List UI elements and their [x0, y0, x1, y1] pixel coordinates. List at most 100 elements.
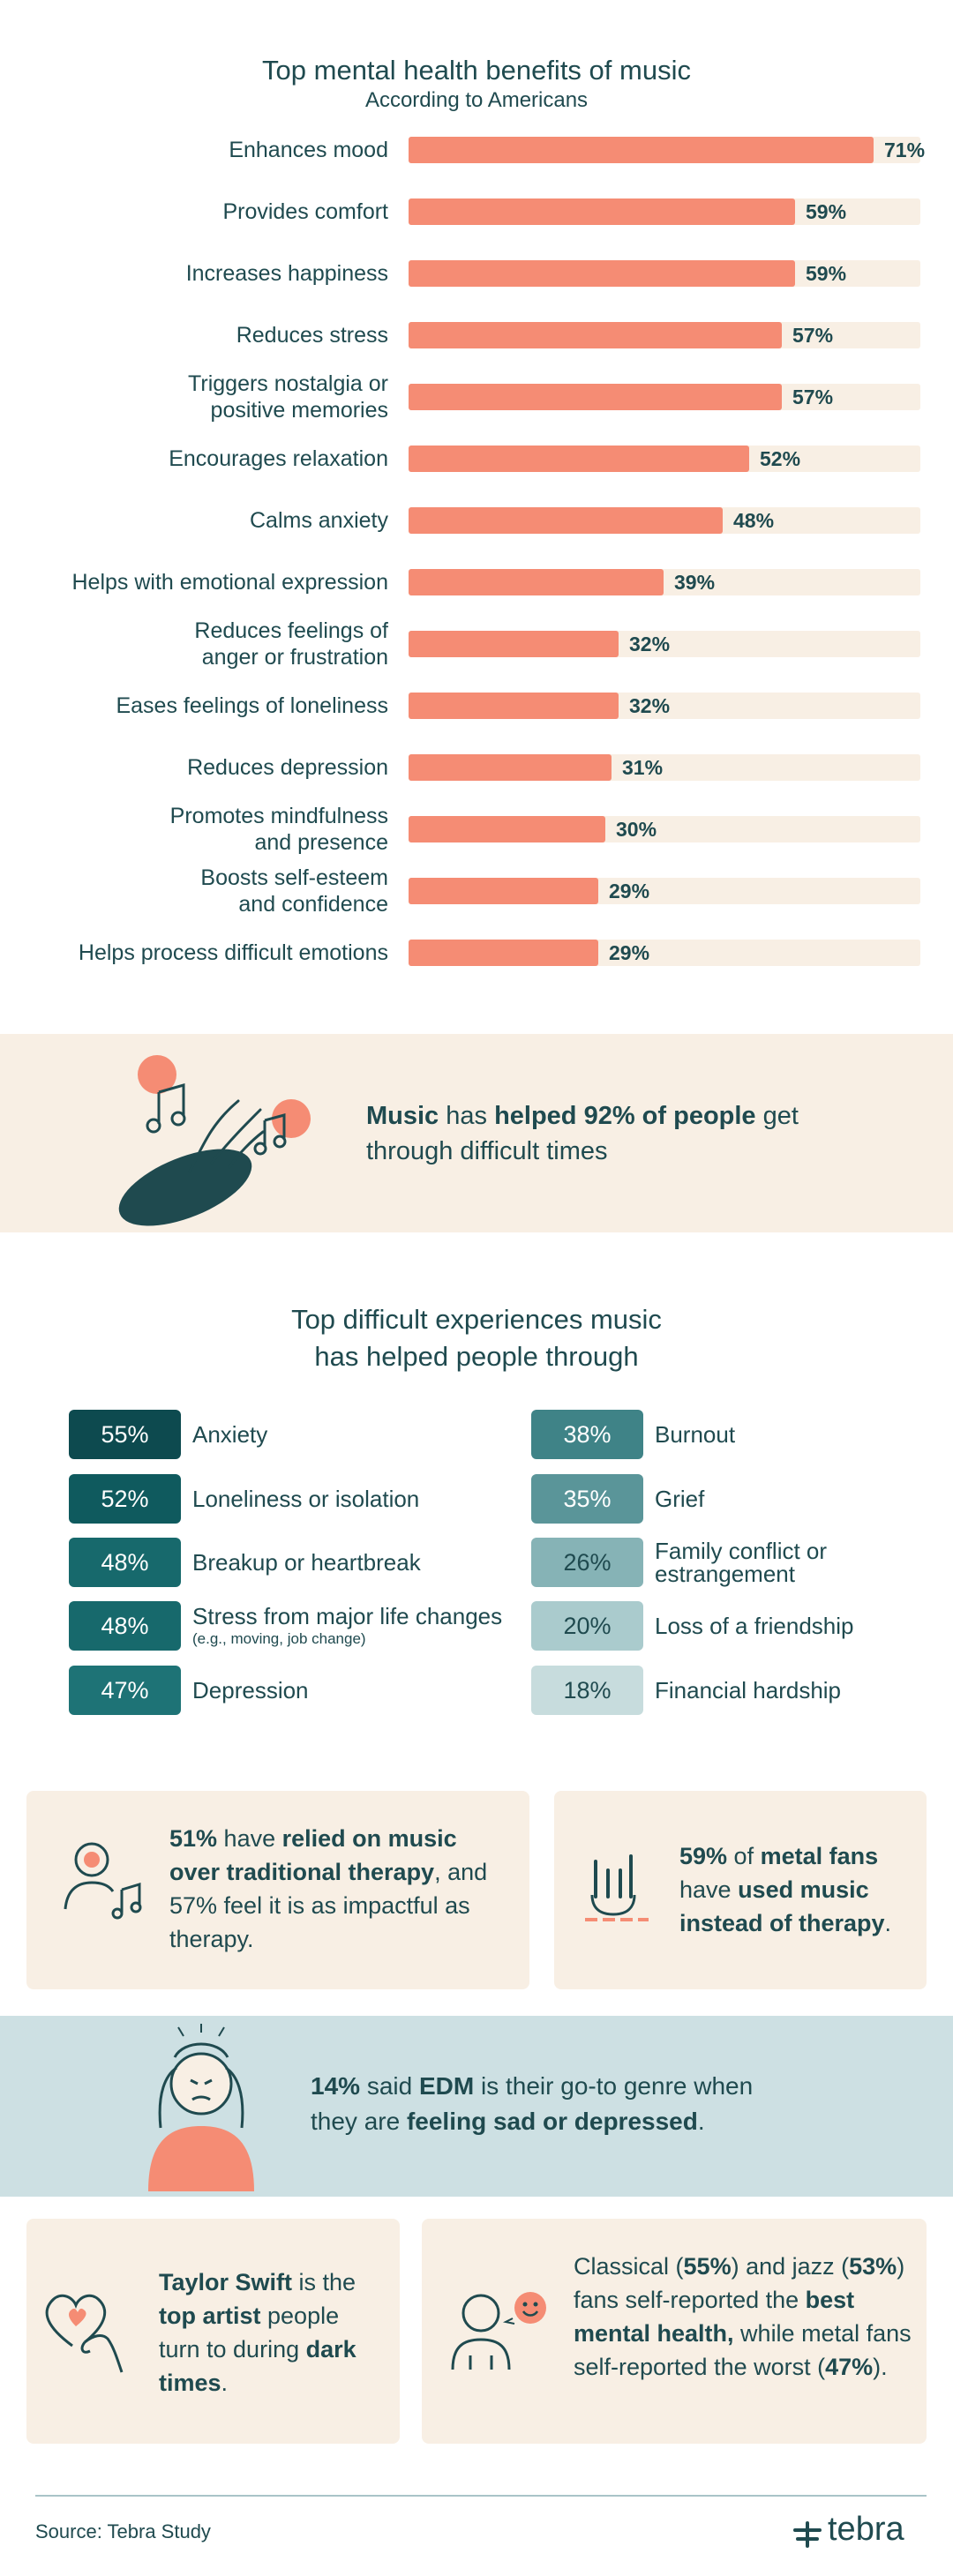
bar-category-label: Reduces depression — [18, 754, 388, 781]
banner-text-4: get through difficult times — [366, 1102, 799, 1165]
card-taylor-part: is the — [292, 2269, 356, 2295]
experience-badge: 20% — [531, 1601, 643, 1651]
bar-value-label: 30% — [616, 818, 657, 841]
bar-category-label: Reduces stress — [18, 322, 388, 348]
bar — [409, 816, 605, 842]
bar-category-label: Helps process difficult emotions — [18, 940, 388, 966]
bar-category-label-line: Triggers nostalgia or — [188, 371, 388, 396]
tebra-logo-icon — [793, 2521, 822, 2548]
bar-category-label: Encourages relaxation — [18, 446, 388, 472]
card-metal-text: 59% of metal fans have used music instea… — [679, 1839, 909, 1940]
bar-value-label: 71% — [884, 139, 926, 161]
bar — [409, 940, 598, 966]
card-classical-part: ). — [873, 2354, 888, 2380]
footer-divider — [35, 2495, 927, 2497]
bar — [409, 446, 749, 472]
card-therapy-part: 51% — [169, 1825, 218, 1852]
bar-value-label: 29% — [609, 880, 650, 902]
edm-part: feeling sad or depressed — [406, 2108, 698, 2135]
person-music-icon — [64, 1842, 142, 1920]
rock-hand-icon — [585, 1854, 649, 1921]
bar-value-label: 32% — [629, 633, 671, 655]
banner-text: Music has helped 92% of people get throu… — [366, 1098, 860, 1169]
experience-badge: 26% — [531, 1538, 643, 1587]
experience-label: Stress from major life changes (e.g., mo… — [192, 1603, 528, 1652]
bar-category-label-line: Reduces feelings of — [194, 618, 388, 643]
bar-category-label: Increases happiness — [18, 260, 388, 287]
card-metal-part: . — [884, 1910, 892, 1936]
bar — [409, 384, 782, 410]
bar — [409, 631, 619, 657]
bar-category-label-line: and presence — [254, 830, 388, 855]
bar-category-label-line: Eases feelings of loneliness — [116, 693, 388, 718]
stressed-person-icon — [148, 2024, 254, 2191]
bar-value-label: 29% — [609, 941, 650, 964]
bar-category-label-line: Enhances mood — [229, 138, 388, 162]
experience-label: Anxiety — [192, 1421, 268, 1448]
experience-badge: 38% — [531, 1410, 643, 1459]
edm-part: is their go-to genre when they are — [311, 2072, 754, 2135]
card-classical-part: Classical ( — [574, 2253, 684, 2280]
bar-category-label: Boosts self-esteem and confidence — [18, 865, 388, 917]
experience-badge: 55% — [69, 1410, 181, 1459]
experience-label-main: Stress from major life changes — [192, 1603, 503, 1629]
experience-badge: 48% — [69, 1538, 181, 1587]
card-classical-part: 47% — [825, 2354, 874, 2380]
bar — [409, 754, 612, 781]
experience-label: Grief — [655, 1486, 705, 1512]
experience-badge: 48% — [69, 1601, 181, 1651]
edm-part: . — [697, 2108, 705, 2135]
experience-badge: 47% — [69, 1666, 181, 1715]
bar-category-label-line: Provides comfort — [222, 199, 388, 224]
card-metal-part: 59% — [679, 1843, 728, 1869]
experience-label: Breakup or heartbreak — [192, 1549, 421, 1576]
person-smile-icon — [451, 2292, 546, 2370]
bar-category-label: Helps with emotional expression — [18, 569, 388, 595]
bar-value-label: 59% — [806, 200, 847, 223]
experience-label: Family conflict or estrangement — [655, 1538, 828, 1587]
bar-category-label-line: anger or frustration — [201, 645, 388, 670]
experiences-title-line-1: Top difficult experiences music — [291, 1304, 662, 1335]
card-metal-part: have — [679, 1876, 739, 1903]
heart-hand-icon — [45, 2294, 124, 2373]
bar — [409, 693, 619, 719]
footer-brand: tebra — [828, 2511, 904, 2548]
banner-text-bold-1: Music — [366, 1102, 439, 1130]
bar — [409, 507, 723, 534]
bar — [409, 260, 795, 287]
bar — [409, 198, 795, 225]
card-taylor — [26, 2219, 400, 2444]
bar — [409, 569, 664, 595]
experience-badge: 52% — [69, 1474, 181, 1524]
chart-subtitle: According to Americans — [364, 88, 589, 112]
bar-value-label: 31% — [622, 756, 664, 779]
bar-category-label: Reduces feelings of anger or frustration — [18, 618, 388, 670]
bar-category-label-line: Increases happiness — [185, 261, 388, 286]
chart-title: Top mental health benefits of music — [262, 55, 691, 86]
card-classical-part: while metal fans self-reported the worst… — [574, 2320, 912, 2380]
experience-label: Loss of a friendship — [655, 1613, 854, 1639]
experience-label: Depression — [192, 1677, 309, 1704]
bar-value-label: 32% — [629, 694, 671, 717]
card-classical-part: 53% — [849, 2253, 897, 2280]
experience-label: Loneliness or isolation — [192, 1486, 420, 1512]
bar-category-label-line: Helps process difficult emotions — [78, 940, 388, 965]
bar-category-label-line: positive memories — [210, 398, 388, 423]
bar-category-label: Triggers nostalgia or positive memories — [18, 371, 388, 423]
bar-category-label-line: Boosts self-esteem — [200, 865, 388, 890]
bar — [409, 878, 598, 904]
experience-label: Burnout — [655, 1421, 736, 1448]
benefits-bar-chart: Enhances mood 71% Provides comfort 59% Incre… — [0, 0, 953, 988]
bar-category-label: Provides comfort — [18, 198, 388, 225]
card-therapy-text: 51% have relied on music over traditiona… — [169, 1822, 496, 1956]
card-classical-part: best mental health, — [574, 2287, 855, 2347]
edm-part: said — [360, 2072, 419, 2100]
card-therapy-part: , and 57% feel it is as impactful as the… — [169, 1859, 488, 1952]
bar-category-label: Calms anxiety — [18, 507, 388, 534]
footer-source: Source: Tebra Study — [35, 2520, 211, 2542]
banner-text-2: has — [439, 1102, 495, 1130]
card-taylor-part: dark times — [159, 2336, 356, 2396]
card-classical — [422, 2219, 927, 2444]
edm-part: EDM — [418, 2072, 475, 2100]
card-classical-part: ) and jazz ( — [731, 2253, 850, 2280]
